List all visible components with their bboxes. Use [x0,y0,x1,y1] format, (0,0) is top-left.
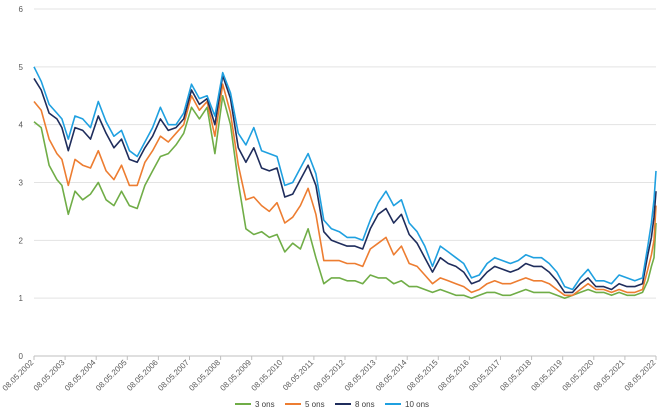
x-tick-label: 08.05.2013 [343,358,378,393]
legend: 3 ons 5 ons 8 ons 10 ons [235,400,429,409]
x-tick-label: 08.05.2022 [623,358,658,393]
series-line [33,95,657,299]
x-axis: 08.05.200208.05.200308.05.200408.05.2005… [1,356,658,393]
x-tick-label: 08.05.2019 [529,358,564,393]
x-tick-label: 08.05.2002 [1,358,36,393]
legend-label: 8 ons [355,400,375,409]
y-tick-label: 6 [19,5,24,14]
x-tick-label: 08.05.2020 [561,358,596,393]
x-tick-label: 08.05.2021 [592,358,627,393]
series-line [33,66,657,291]
series-lines [33,66,657,299]
y-tick-label: 1 [19,294,24,303]
legend-label: 10 ons [405,400,429,409]
y-tick-label: 5 [19,63,24,72]
y-tick-label: 2 [19,236,24,245]
y-axis: 0 1 2 3 4 5 6 [19,5,24,361]
y-tick-label: 0 [19,352,24,361]
y-tick-label: 3 [19,179,24,188]
x-tick-label: 08.05.2014 [374,358,409,393]
x-tick-label: 08.05.2010 [250,358,285,393]
x-tick-label: 08.05.2017 [467,358,502,393]
y-tick-label: 4 [19,121,24,130]
x-tick-label: 08.05.2009 [218,358,253,393]
x-tick-label: 08.05.2006 [125,358,160,393]
series-line [33,74,657,294]
x-tick-label: 08.05.2007 [156,358,191,393]
x-tick-label: 08.05.2004 [63,358,98,393]
x-tick-label: 08.05.2011 [281,358,316,393]
x-tick-label: 08.05.2012 [312,358,347,393]
x-tick-label: 08.05.2015 [405,358,440,393]
x-tick-label: 08.05.2016 [436,358,471,393]
legend-label: 5 ons [305,400,325,409]
x-tick-label: 08.05.2018 [498,358,533,393]
series-line [33,83,657,297]
x-tick-label: 08.05.2003 [32,358,67,393]
legend-label: 3 ons [255,400,275,409]
x-tick-label: 08.05.2005 [94,358,129,393]
x-tick-label: 08.05.2008 [187,358,222,393]
